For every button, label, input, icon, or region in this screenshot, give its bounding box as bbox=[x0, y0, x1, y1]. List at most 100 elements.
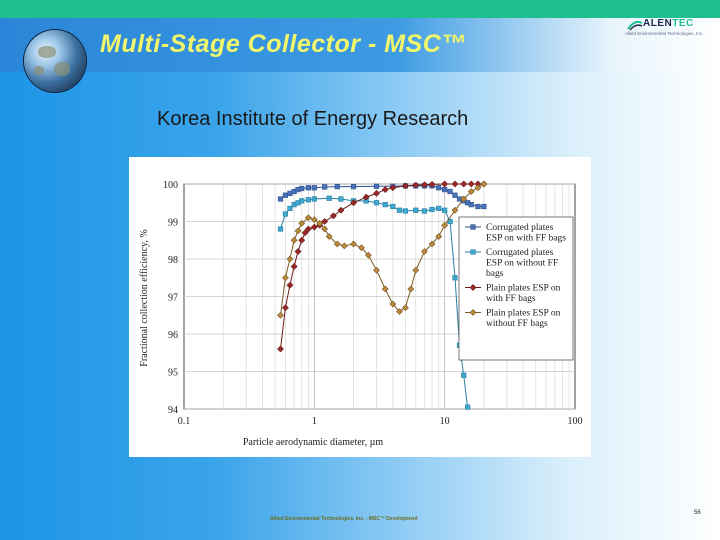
data-point bbox=[429, 206, 435, 213]
logo-mark-icon bbox=[627, 20, 643, 31]
legend-swatch-marker bbox=[470, 249, 476, 255]
data-point bbox=[290, 236, 298, 244]
logo-name-part2: TEC bbox=[672, 18, 694, 29]
logo-tagline: Allied Environmental Technologies, Inc. bbox=[625, 31, 704, 36]
data-point bbox=[382, 202, 388, 208]
data-point bbox=[402, 208, 409, 214]
data-point bbox=[461, 372, 467, 378]
data-point bbox=[338, 196, 344, 202]
data-point bbox=[281, 304, 289, 312]
data-point bbox=[373, 183, 380, 189]
slide-subtitle: Korea Institute of Energy Research bbox=[157, 108, 469, 130]
data-point bbox=[436, 205, 442, 211]
data-point bbox=[294, 227, 302, 235]
efficiency-chart: 94 95 96 97 98 99 100 0.1 1 10 100 Particle aerody… bbox=[139, 180, 583, 448]
legend-box bbox=[458, 216, 574, 361]
data-point bbox=[441, 180, 449, 188]
data-point bbox=[436, 185, 442, 191]
data-point bbox=[277, 345, 284, 353]
data-point bbox=[286, 281, 294, 289]
data-point bbox=[294, 248, 302, 255]
logo-wordmark: ALENTEC bbox=[643, 18, 694, 29]
data-point bbox=[407, 285, 415, 293]
data-point bbox=[421, 181, 428, 189]
series-layer bbox=[277, 180, 488, 410]
data-point bbox=[381, 186, 389, 194]
data-point bbox=[358, 244, 365, 252]
y-tick-label: 100 bbox=[163, 180, 178, 191]
data-point bbox=[390, 203, 396, 210]
data-point bbox=[373, 189, 380, 197]
data-point bbox=[321, 225, 329, 233]
data-point bbox=[452, 192, 458, 198]
data-point bbox=[475, 203, 481, 210]
data-point bbox=[298, 219, 306, 227]
data-point bbox=[364, 251, 372, 259]
series-4 bbox=[277, 180, 488, 319]
chart-panel: 94 95 96 97 98 99 100 0.1 1 10 100 Particle aerody… bbox=[129, 157, 591, 457]
top-accent-bar bbox=[0, 0, 720, 18]
logo-name-part1: ALEN bbox=[643, 18, 673, 29]
data-point bbox=[481, 203, 487, 210]
page-number: 56 bbox=[694, 510, 701, 516]
data-point bbox=[402, 304, 409, 312]
slide-title: Multi-Stage Collector - MSC™ bbox=[100, 30, 467, 58]
y-tick-label: 97 bbox=[168, 293, 178, 304]
data-point bbox=[325, 233, 333, 240]
data-point bbox=[362, 193, 370, 201]
data-point bbox=[350, 199, 357, 207]
legend-label-line: bags bbox=[486, 269, 504, 279]
legend-label-line: Plain plates ESP on bbox=[486, 309, 561, 319]
data-point bbox=[316, 219, 324, 227]
data-point bbox=[350, 184, 357, 190]
x-tick-label: 100 bbox=[568, 416, 583, 427]
data-point bbox=[381, 285, 389, 293]
data-point bbox=[451, 180, 459, 188]
data-point bbox=[421, 248, 428, 255]
legend-label-line: ESP on with FF bags bbox=[486, 234, 566, 244]
legend-swatch-marker bbox=[470, 224, 476, 230]
data-point bbox=[299, 198, 305, 204]
data-point bbox=[311, 196, 317, 202]
data-point bbox=[442, 207, 448, 213]
data-point bbox=[286, 255, 294, 263]
data-point bbox=[389, 184, 397, 192]
data-point bbox=[460, 180, 468, 188]
legend-label-line: Plain plates ESP on bbox=[486, 284, 561, 294]
company-logo: ALENTEC Allied Environmental Technologie… bbox=[625, 18, 717, 42]
data-point bbox=[402, 182, 409, 190]
header-band bbox=[0, 18, 720, 72]
data-point bbox=[435, 233, 443, 240]
x-tick-label: 1 bbox=[312, 416, 317, 427]
data-point bbox=[467, 188, 475, 195]
legend-swatch-marker bbox=[469, 284, 477, 291]
legend-label-line: ESP on without FF bbox=[486, 259, 558, 269]
data-point bbox=[277, 196, 284, 202]
data-point bbox=[311, 185, 317, 191]
data-point bbox=[337, 206, 345, 214]
data-point bbox=[299, 185, 305, 192]
y-tick-label: 95 bbox=[168, 368, 178, 379]
data-point bbox=[396, 207, 403, 213]
legend-swatch-marker bbox=[469, 309, 477, 316]
globe-icon bbox=[24, 30, 86, 92]
data-point bbox=[447, 188, 453, 195]
data-point bbox=[350, 240, 357, 248]
data-point bbox=[334, 184, 340, 190]
series-line bbox=[280, 183, 484, 350]
data-point bbox=[468, 202, 474, 208]
data-point bbox=[281, 274, 289, 282]
data-point bbox=[321, 218, 329, 225]
legend-label-line: Corrugated plates bbox=[486, 223, 554, 233]
y-tick-label: 96 bbox=[168, 330, 178, 341]
y-axis-label: Fractional collection efficiency, % bbox=[139, 229, 150, 366]
data-point bbox=[428, 180, 436, 188]
data-point bbox=[389, 300, 397, 308]
data-point bbox=[480, 180, 488, 188]
data-point bbox=[428, 240, 436, 248]
data-point bbox=[305, 197, 311, 203]
data-point bbox=[277, 311, 284, 319]
series-2 bbox=[277, 195, 471, 410]
